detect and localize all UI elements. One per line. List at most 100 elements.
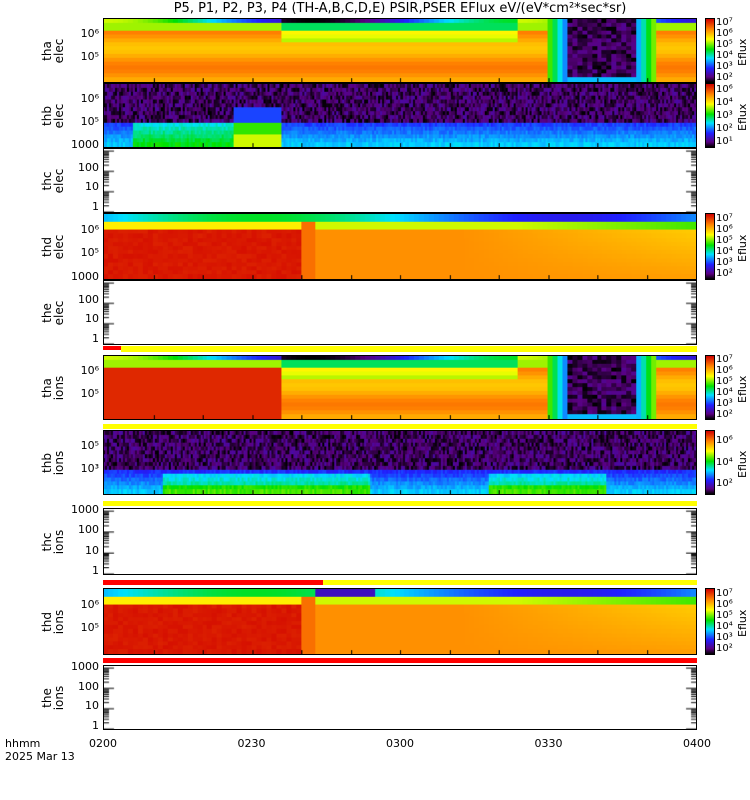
ytick-label: 100 — [78, 160, 99, 174]
panel-thb-elec — [103, 83, 697, 148]
colorbar-tick: 10⁷ — [716, 354, 733, 366]
panel-thc-elec — [103, 148, 697, 213]
xtick-label: 0330 — [534, 737, 563, 750]
colorbar-tick: 10⁵ — [716, 39, 733, 51]
colorbar-tick: 10² — [716, 478, 733, 490]
colorbar-tick: 10⁶ — [716, 223, 733, 235]
ylabel-thc-elec: thc elec — [40, 168, 66, 193]
ytick-label: 10⁵ — [80, 621, 99, 635]
colorbar-title: Eflux — [736, 609, 749, 637]
colorbar-tick: 10² — [716, 122, 733, 134]
ylabel-thc-ions: thc ions — [40, 529, 66, 554]
mode-bar-the-ions — [103, 658, 697, 663]
panel-the-ions — [103, 665, 697, 730]
colorbar-thb-elec — [705, 83, 715, 148]
ylabel-thd-ions: thd ions — [40, 609, 66, 634]
ylabel-thd-elec: thd elec — [40, 234, 66, 259]
colorbar-tick: 10⁷ — [716, 17, 733, 29]
mode-bar-elec-e-2 — [121, 346, 697, 352]
colorbar-tick: 10¹ — [716, 135, 733, 147]
ytick-label: 1 — [92, 200, 99, 214]
ytick-label: 10 — [85, 543, 99, 557]
ylabel-the-elec: the elec — [40, 300, 66, 325]
colorbar-tick: 10² — [716, 71, 733, 83]
colorbar-tick: 10⁴ — [716, 456, 733, 468]
ylabel-thb-ions: thb ions — [40, 450, 66, 475]
mode-bar-thd-ions-red — [103, 580, 323, 585]
colorbar-tick: 10⁶ — [716, 434, 733, 446]
spectrogram-thd-ions — [104, 589, 696, 654]
ytick-label: 1000 — [71, 503, 99, 517]
colorbar-tick: 10⁵ — [716, 234, 733, 246]
spectrogram-the-ions — [104, 666, 696, 729]
ytick-label: 10⁵ — [80, 439, 99, 453]
x-unit-label: hhmm — [5, 737, 41, 750]
colorbar-tick: 10⁷ — [716, 212, 733, 224]
colorbar-tick: 10⁶ — [716, 598, 733, 610]
ylabel-the-ions: the ions — [40, 685, 66, 710]
ytick-label: 1 — [92, 719, 99, 733]
mode-bar-tha-ions — [103, 424, 697, 429]
spectrogram-thd-elec — [104, 214, 696, 279]
ytick-label: 1 — [92, 332, 99, 346]
colorbar-tick: 10⁵ — [716, 609, 733, 621]
spectrogram-thb-ions — [104, 431, 696, 494]
colorbar-thd-ions — [705, 588, 715, 655]
ytick-label: 10⁵ — [80, 387, 99, 400]
colorbar-tick: 10⁵ — [716, 376, 733, 388]
spectrogram-thc-ions — [104, 509, 696, 574]
ytick-label: 100 — [78, 679, 99, 693]
mode-bar-thd-ions-yellow — [323, 580, 697, 585]
colorbar-tick: 10³ — [716, 397, 733, 409]
panel-thb-ions — [103, 430, 697, 495]
ytick-label: 10³ — [80, 462, 99, 475]
spectrogram-the-elec — [104, 281, 696, 344]
ytick-label: 10 — [85, 312, 99, 326]
colorbar-tick: 10² — [716, 408, 733, 420]
colorbar-tick: 10⁶ — [716, 28, 733, 40]
colorbar-tick: 10⁴ — [716, 621, 733, 633]
xtick-label: 0200 — [89, 737, 117, 750]
colorbar-tick: 10² — [716, 268, 733, 280]
figure-title: P5, P1, P2, P3, P4 (TH-A,B,C,D,E) PSIR,P… — [173, 1, 627, 16]
ylabel-thb-elec: thb elec — [40, 103, 66, 128]
panel-the-elec — [103, 280, 697, 345]
colorbar-tick: 10⁴ — [716, 386, 733, 398]
colorbar-tick: 10³ — [716, 60, 733, 72]
colorbar-tick: 10⁴ — [716, 96, 733, 108]
panel-thd-ions — [103, 588, 697, 655]
ytick-label: 10⁵ — [80, 115, 99, 128]
panel-tha-ions — [103, 355, 697, 420]
xtick-label: 0400 — [683, 737, 711, 750]
colorbar-title: Eflux — [736, 38, 749, 66]
colorbar-tick: 10³ — [716, 632, 733, 644]
colorbar-tha-ions — [705, 355, 715, 420]
mode-bar-elec-e — [103, 346, 121, 350]
ylabel-tha-elec: tha elec — [40, 38, 66, 63]
spectrogram-tha-elec — [104, 19, 696, 82]
colorbar-tick: 10⁴ — [716, 49, 733, 61]
colorbar-tick: 10⁶ — [716, 83, 733, 95]
panel-tha-elec — [103, 18, 697, 83]
colorbar-title: Eflux — [736, 450, 749, 478]
ytick-label: 10 — [85, 180, 99, 194]
colorbar-tha-elec — [705, 18, 715, 83]
ytick-label: 10⁵ — [80, 246, 99, 260]
ytick-label: 10⁶ — [80, 222, 99, 236]
colorbar-title: Eflux — [736, 375, 749, 403]
ytick-label: 1000 — [71, 269, 99, 283]
spectrogram-tha-ions — [104, 356, 696, 419]
panel-thd-elec — [103, 213, 697, 280]
colorbar-title: Eflux — [736, 103, 749, 131]
colorbar-thb-ions — [705, 430, 715, 495]
panel-thc-ions — [103, 508, 697, 575]
ytick-label: 10⁵ — [80, 50, 99, 63]
date-label: 2025 Mar 13 — [5, 750, 75, 763]
ytick-label: 1000 — [71, 659, 99, 673]
spectrogram-thc-elec — [104, 149, 696, 212]
colorbar-tick: 10³ — [716, 109, 733, 121]
spectrogram-thb-elec — [104, 84, 696, 147]
ytick-label: 10⁶ — [80, 92, 99, 106]
ytick-label: 10⁶ — [80, 364, 99, 378]
colorbar-title: Eflux — [736, 234, 749, 262]
